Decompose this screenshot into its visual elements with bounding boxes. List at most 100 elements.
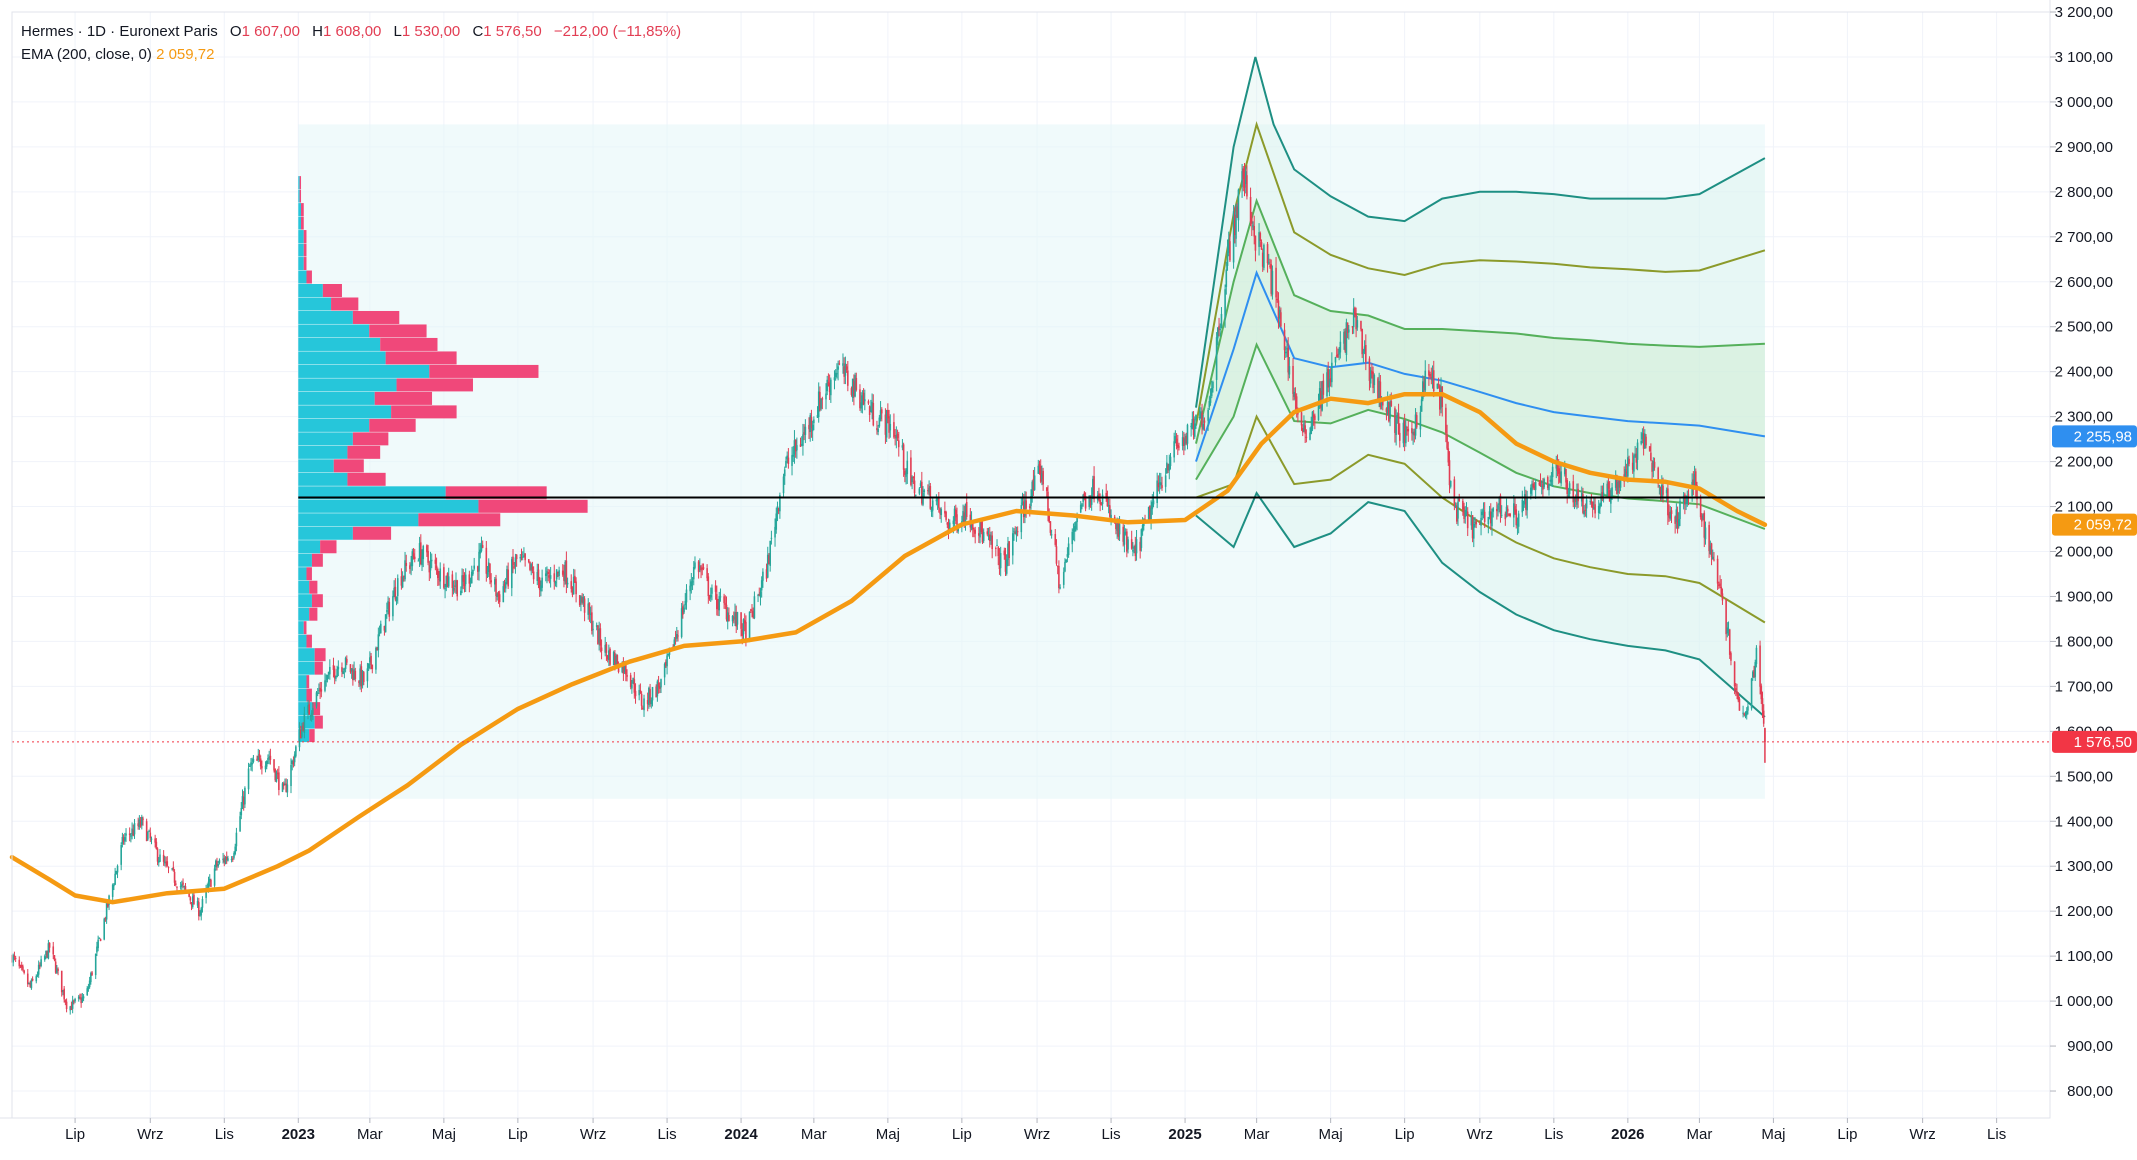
candle-body	[1405, 425, 1407, 444]
candle-body	[1455, 506, 1458, 522]
candle-body	[103, 918, 105, 940]
candle-body	[1432, 370, 1435, 392]
band2-lower-line	[1195, 414, 1766, 624]
ohlc-legend-row[interactable]: Hermes · 1D · Euronext Paris O1 607,00 H…	[21, 20, 689, 43]
candle-body	[1250, 218, 1253, 224]
candle-body	[43, 956, 46, 960]
candle-body	[88, 980, 91, 988]
candle-body	[1014, 532, 1017, 534]
candle-body	[911, 476, 913, 483]
candle-body	[341, 667, 343, 672]
x-tick-label: Lis	[1987, 1126, 2006, 1143]
vp-up-bar	[298, 513, 419, 527]
vp-up-bar	[298, 405, 392, 419]
candle-body	[1175, 438, 1178, 446]
candle-body	[1750, 678, 1753, 709]
candle-body	[867, 401, 870, 404]
candle-body	[1284, 351, 1287, 354]
candle-body	[319, 687, 321, 692]
x-tick-label: Wrz	[137, 1126, 163, 1143]
symbol-title[interactable]: Hermes · 1D · Euronext Paris	[21, 23, 218, 40]
ema-legend-row[interactable]: EMA (200, close, 0) 2 059,72	[21, 43, 689, 66]
candle-body	[207, 881, 210, 889]
candle-body	[179, 886, 182, 888]
candle-body	[176, 886, 178, 888]
candle-body	[902, 444, 905, 470]
candle-body	[838, 363, 841, 365]
candle-body	[954, 509, 957, 518]
candle-body	[707, 576, 710, 596]
candle-body	[1351, 326, 1354, 328]
candle-body	[1141, 525, 1144, 532]
candle-body	[740, 612, 742, 629]
candle-body	[1754, 662, 1757, 678]
candle-body	[682, 606, 684, 615]
candle-body	[963, 512, 966, 524]
x-tick-label: Lis	[215, 1126, 234, 1143]
low-label: L	[393, 23, 402, 40]
x-tick-label: Wrz	[580, 1126, 606, 1143]
candle-body	[1682, 495, 1685, 503]
candle-body	[298, 729, 301, 748]
candle-body	[1042, 470, 1044, 485]
candle-body	[1635, 453, 1638, 463]
candle-body	[1310, 426, 1313, 435]
candle-body	[697, 561, 700, 572]
candle-body	[14, 957, 17, 959]
candle-body	[1539, 481, 1542, 487]
candle-body	[264, 765, 267, 770]
candle-body	[1346, 322, 1349, 333]
candle-body	[634, 690, 637, 697]
vp-down-bar	[311, 553, 323, 567]
candle-body	[1219, 328, 1222, 330]
candle-body	[1065, 559, 1067, 563]
candle-body	[1744, 715, 1747, 717]
candle-body	[62, 990, 64, 992]
candle-body	[1203, 420, 1206, 423]
candle-body	[901, 445, 904, 448]
candle-body	[40, 959, 42, 967]
candle-body	[913, 480, 916, 494]
candle-body	[405, 562, 408, 567]
candle-body	[1761, 698, 1764, 711]
candle-body	[1464, 509, 1467, 517]
candle-body	[1037, 465, 1040, 474]
candle-body	[1428, 370, 1430, 376]
candle-body	[804, 426, 807, 435]
candle-body	[329, 666, 331, 675]
candle-body	[116, 865, 119, 873]
candle-body	[1164, 475, 1167, 487]
vp-down-bar	[303, 257, 307, 271]
candle-body	[847, 370, 849, 386]
candle-body	[1286, 347, 1288, 350]
candle-body	[995, 548, 997, 550]
candle-body	[199, 914, 201, 916]
candle-body	[1413, 431, 1416, 436]
volume-profile-layer	[298, 176, 588, 743]
candle-body	[1056, 565, 1059, 567]
candle-body	[872, 403, 875, 426]
candle-body	[37, 964, 40, 975]
candle-body	[1156, 480, 1158, 504]
candle-body	[1158, 482, 1161, 485]
candle-body	[725, 604, 728, 620]
candle-body	[326, 674, 329, 681]
candle-body	[519, 557, 522, 559]
candle-body	[53, 955, 56, 961]
candle-body	[107, 903, 109, 907]
candle-body	[986, 531, 989, 535]
candle-body	[1079, 504, 1082, 513]
candle-body	[285, 783, 287, 792]
ema-label[interactable]: EMA (200, close, 0)	[21, 46, 152, 63]
candle-body	[1684, 494, 1686, 505]
candle-body	[1312, 414, 1315, 419]
vp-down-bar	[306, 567, 312, 581]
candle-body	[1081, 504, 1083, 507]
candle-body	[1582, 494, 1584, 513]
candle-body	[588, 602, 591, 614]
candle-body	[809, 415, 812, 433]
y-tick-label: 2 900,00	[2055, 139, 2113, 156]
candle-body	[80, 998, 82, 1004]
